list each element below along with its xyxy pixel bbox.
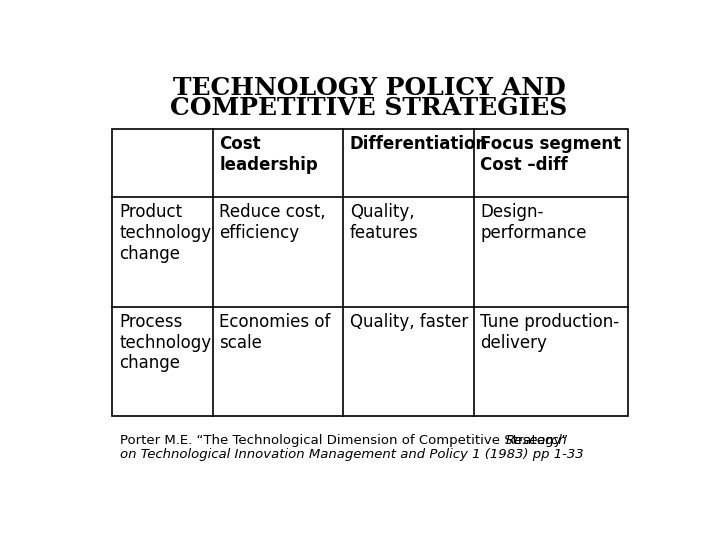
Text: on Technological Innovation Management and Policy 1 (1983) pp 1-33: on Technological Innovation Management a… — [120, 448, 584, 461]
Text: Cost
leadership: Cost leadership — [219, 136, 318, 174]
Text: Quality, faster: Quality, faster — [350, 313, 468, 330]
Text: Design-
performance: Design- performance — [480, 203, 587, 242]
Text: TECHNOLOGY POLICY AND: TECHNOLOGY POLICY AND — [173, 76, 565, 100]
Text: Economies of
scale: Economies of scale — [219, 313, 330, 352]
Text: Product
technology
change: Product technology change — [119, 203, 211, 262]
Text: Focus segment
Cost –diff: Focus segment Cost –diff — [480, 136, 621, 174]
Text: Process
technology
change: Process technology change — [119, 313, 211, 373]
Text: Tune production-
delivery: Tune production- delivery — [480, 313, 619, 352]
Bar — [112, 129, 629, 416]
Text: Porter M.E. “The Technological Dimension of Competitive Strategy”: Porter M.E. “The Technological Dimension… — [120, 434, 572, 447]
Text: COMPETITIVE STRATEGIES: COMPETITIVE STRATEGIES — [171, 97, 567, 120]
Text: Quality,
features: Quality, features — [350, 203, 418, 242]
Text: Differentiation: Differentiation — [350, 136, 488, 153]
Text: Reduce cost,
efficiency: Reduce cost, efficiency — [219, 203, 326, 242]
Text: Research: Research — [505, 434, 567, 447]
